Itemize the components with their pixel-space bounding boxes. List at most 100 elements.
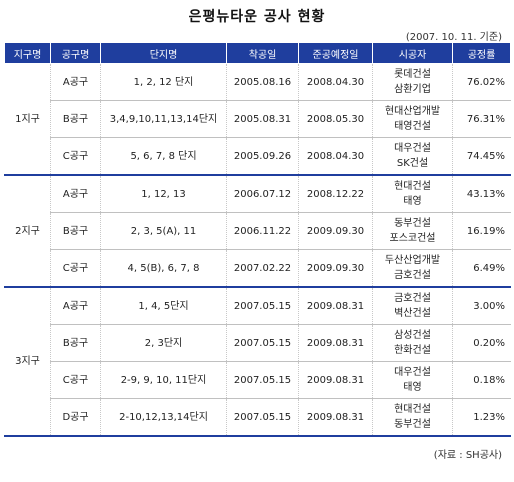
header-completion-date: 준공예정일 bbox=[298, 42, 373, 64]
complex-list: 2-9, 9, 10, 11단지 bbox=[100, 361, 227, 399]
progress-rate: 6.49% bbox=[452, 249, 511, 288]
section-name: C공구 bbox=[50, 137, 101, 176]
contractor-cell: 대우건설 SK건설 bbox=[372, 137, 453, 176]
table-row: D공구 2-10,12,13,14단지 2007.05.15 2009.08.31 현대… bbox=[5, 398, 511, 437]
page-title: 은평뉴타운 공사 현황 bbox=[188, 9, 326, 25]
start-date: 2005.08.16 bbox=[226, 63, 299, 101]
header-start-date: 착공일 bbox=[226, 42, 299, 64]
contractor-name: 두산산업개발 bbox=[384, 255, 441, 266]
complex-list: 1, 2, 12 단지 bbox=[100, 63, 227, 101]
section-name: A공구 bbox=[50, 286, 101, 325]
construction-status-table: 지구명 공구명 단지명 착공일 준공예정일 시공자 공정률 1지구 A공구 1, 2… bbox=[4, 42, 511, 437]
start-date: 2007.05.15 bbox=[226, 398, 299, 437]
section-name: A공구 bbox=[50, 174, 101, 213]
table-row: B공구 3,4,9,10,11,13,14단지 2005.08.31 2008.05.… bbox=[5, 100, 511, 138]
start-date: 2007.05.15 bbox=[226, 286, 299, 325]
contractor-name: 금호건설 bbox=[394, 270, 431, 281]
completion-date: 2009.08.31 bbox=[298, 324, 373, 362]
completion-date: 2008.05.30 bbox=[298, 100, 373, 138]
progress-rate: 16.19% bbox=[452, 212, 511, 250]
complex-list: 4, 5(B), 6, 7, 8 bbox=[100, 249, 227, 288]
contractor-name: 한화건설 bbox=[394, 345, 431, 356]
contractor-name: 금호건설 bbox=[394, 293, 431, 304]
district-name: 1지구 bbox=[4, 63, 51, 176]
start-date: 2006.07.12 bbox=[226, 174, 299, 213]
progress-rate: 0.20% bbox=[452, 324, 511, 362]
contractor-name: 태영건설 bbox=[394, 121, 431, 132]
contractor-name: 롯데건설 bbox=[394, 69, 431, 80]
complex-list: 2, 3, 5(A), 11 bbox=[100, 212, 227, 250]
contractor-name: 동부건설 bbox=[394, 419, 431, 430]
table-row: C공구 4, 5(B), 6, 7, 8 2007.02.22 2009.09.30 두… bbox=[5, 249, 511, 288]
table-row: C공구 5, 6, 7, 8 단지 2005.09.26 2008.04.30 대우건설… bbox=[5, 137, 511, 176]
complex-list: 2-10,12,13,14단지 bbox=[100, 398, 227, 437]
complex-list: 5, 6, 7, 8 단지 bbox=[100, 137, 227, 176]
section-name: C공구 bbox=[50, 249, 101, 288]
table-row: C공구 2-9, 9, 10, 11단지 2007.05.15 2009.08.31 대… bbox=[5, 361, 511, 399]
contractor-name: 삼환기업 bbox=[394, 84, 431, 95]
start-date: 2007.05.15 bbox=[226, 324, 299, 362]
table-row: B공구 2, 3, 5(A), 11 2006.11.22 2009.09.30 동부건… bbox=[5, 212, 511, 250]
completion-date: 2008.12.22 bbox=[298, 174, 373, 213]
contractor-name: SK건설 bbox=[396, 158, 429, 169]
progress-rate: 43.13% bbox=[452, 174, 511, 213]
section-name: B공구 bbox=[50, 100, 101, 138]
contractor-cell: 동부건설 포스코건설 bbox=[372, 212, 453, 250]
complex-list: 1, 4, 5단지 bbox=[100, 286, 227, 325]
contractor-name: 벽산건설 bbox=[394, 308, 431, 319]
start-date: 2005.08.31 bbox=[226, 100, 299, 138]
district-name: 3지구 bbox=[4, 286, 51, 437]
start-date: 2005.09.26 bbox=[226, 137, 299, 176]
contractor-name: 태영 bbox=[403, 382, 422, 393]
table-row: 3지구 A공구 1, 4, 5단지 2007.05.15 2009.08.31 금호건설 벽… bbox=[4, 286, 511, 437]
table-body: 1지구 A공구 1, 2, 12 단지 2005.08.16 2008.04.30 롯데건… bbox=[4, 63, 511, 437]
header-row: 지구명 공구명 단지명 착공일 준공예정일 시공자 공정률 bbox=[4, 42, 511, 64]
contractor-cell: 현대건설 동부건설 bbox=[372, 398, 453, 437]
complex-list: 1, 12, 13 bbox=[100, 174, 227, 213]
header-contractor: 시공자 bbox=[372, 42, 453, 64]
completion-date: 2009.08.31 bbox=[298, 398, 373, 437]
contractor-name: 대우건설 bbox=[394, 143, 431, 154]
start-date: 2006.11.22 bbox=[226, 212, 299, 250]
completion-date: 2009.09.30 bbox=[298, 212, 373, 250]
completion-date: 2009.08.31 bbox=[298, 286, 373, 325]
data-source: (자료 : SH공사) bbox=[433, 450, 502, 461]
complex-list: 3,4,9,10,11,13,14단지 bbox=[100, 100, 227, 138]
completion-date: 2008.04.30 bbox=[298, 137, 373, 176]
progress-rate: 74.45% bbox=[452, 137, 511, 176]
complex-list: 2, 3단지 bbox=[100, 324, 227, 362]
section-name: C공구 bbox=[50, 361, 101, 399]
table-row: 1지구 A공구 1, 2, 12 단지 2005.08.16 2008.04.30 롯데건… bbox=[4, 63, 511, 176]
section-name: B공구 bbox=[50, 212, 101, 250]
contractor-name: 포스코건설 bbox=[389, 233, 436, 244]
table-header: 지구명 공구명 단지명 착공일 준공예정일 시공자 공정률 bbox=[4, 42, 511, 64]
progress-rate: 0.18% bbox=[452, 361, 511, 399]
table-row: 2지구 A공구 1, 12, 13 2006.07.12 2008.12.22 현대건설 태… bbox=[4, 174, 511, 288]
as-of-date: (2007. 10. 11. 기준) bbox=[405, 32, 502, 43]
contractor-name: 삼성건설 bbox=[394, 330, 431, 341]
completion-date: 2009.08.31 bbox=[298, 361, 373, 399]
header-progress: 공정률 bbox=[452, 42, 511, 64]
section-name: D공구 bbox=[50, 398, 101, 437]
start-date: 2007.02.22 bbox=[226, 249, 299, 288]
completion-date: 2009.09.30 bbox=[298, 249, 373, 288]
progress-rate: 3.00% bbox=[452, 286, 511, 325]
completion-date: 2008.04.30 bbox=[298, 63, 373, 101]
contractor-name: 현대산업개발 bbox=[384, 106, 441, 117]
section-name: B공구 bbox=[50, 324, 101, 362]
section-name: A공구 bbox=[50, 63, 101, 101]
contractor-name: 대우건설 bbox=[394, 367, 431, 378]
contractor-name: 현대건설 bbox=[394, 181, 431, 192]
header-section: 공구명 bbox=[50, 42, 101, 64]
header-district: 지구명 bbox=[4, 42, 51, 64]
contractor-name: 태영 bbox=[403, 196, 422, 207]
progress-rate: 76.02% bbox=[452, 63, 511, 101]
table-row: B공구 2, 3단지 2007.05.15 2009.08.31 삼성건설 한화건설 0.2… bbox=[5, 324, 511, 362]
progress-rate: 76.31% bbox=[452, 100, 511, 138]
